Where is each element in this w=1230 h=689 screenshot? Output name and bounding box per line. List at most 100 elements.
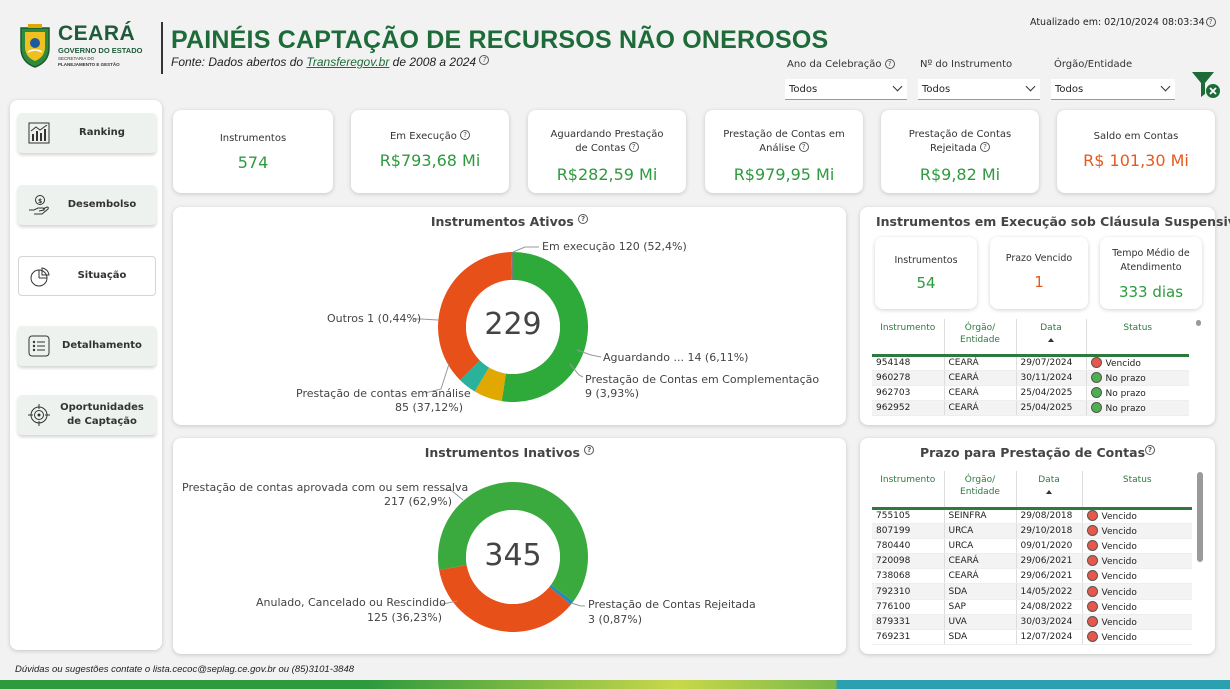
cell-status: Vencido	[1082, 568, 1192, 585]
scrollbar[interactable]	[1197, 472, 1203, 562]
slice-label-aprovada: Prestação de contas aprovada com ou sem …	[182, 481, 469, 494]
table-row[interactable]: 879331 UVA 30/03/2024 Vencido	[872, 614, 1192, 631]
cell-orgao: SDA	[944, 583, 1017, 600]
info-icon[interactable]: ?	[628, 142, 639, 152]
table-row[interactable]: 755105 SEINFRA 29/08/2018 Vencido	[872, 508, 1192, 524]
nav-ranking[interactable]: Ranking	[18, 113, 156, 153]
cell-instrumento: 792310	[872, 583, 945, 600]
cell-status: No prazo	[1086, 370, 1189, 386]
table-row[interactable]: 780440 URCA 09/01/2020 Vencido	[872, 538, 1192, 555]
cell-status: Vencido	[1082, 583, 1192, 600]
status-text: Vencido	[1101, 557, 1137, 568]
logo-sub2: SECRETARIA DO	[58, 56, 95, 61]
kpi-title: Prazo Vencido	[1005, 253, 1073, 264]
source-prefix: Fonte: Dados abertos do	[171, 55, 307, 69]
slice-label-analise-value: 85 (37,12%)	[395, 401, 464, 414]
table-row[interactable]: 769231 SDA 12/07/2024 Vencido	[872, 629, 1192, 646]
cell-instrumento: 960278	[872, 370, 945, 386]
cell-data: 30/11/2024	[1016, 370, 1087, 386]
source-link[interactable]: Transferegov.br	[306, 55, 390, 69]
info-icon[interactable]: ?	[884, 59, 895, 69]
nav-desembolso[interactable]: $ Desembolso	[18, 185, 156, 225]
table-row[interactable]: 960278 CEARÁ 30/11/2024 No prazo	[872, 370, 1189, 386]
table-row[interactable]: 807199 URCA 29/10/2018 Vencido	[872, 523, 1192, 539]
kpi-value: 54	[916, 274, 936, 292]
col-instrumento[interactable]: Instrumento	[872, 471, 945, 508]
table-row[interactable]: 776100 SAP 24/08/2022 Vencido	[872, 599, 1192, 615]
cell-data: 25/04/2025	[1016, 400, 1087, 417]
kpi-title: Instrumentos	[219, 133, 287, 144]
info-icon[interactable]: ?	[460, 130, 471, 140]
col-status[interactable]: Status	[1122, 475, 1152, 485]
info-icon[interactable]: ?	[798, 142, 809, 152]
cell-orgao: CEARÁ	[944, 370, 1017, 386]
col-data[interactable]: Data	[1016, 471, 1083, 508]
cell-data: 24/08/2022	[1016, 599, 1083, 615]
donut-slice-1[interactable]	[474, 367, 506, 402]
donut-slice-0[interactable]	[437, 482, 588, 602]
info-icon[interactable]: ?	[578, 214, 589, 224]
cell-status: Vencido	[1082, 508, 1192, 524]
table-row[interactable]: 962703 CEARÁ 25/04/2025 No prazo	[872, 385, 1189, 402]
info-icon[interactable]: ?	[1145, 445, 1156, 455]
cell-data: 29/06/2021	[1016, 568, 1083, 585]
info-icon[interactable]: ?	[1205, 17, 1216, 27]
table-row[interactable]: 720098 CEARÁ 29/06/2021 Vencido	[872, 553, 1192, 570]
status-overdue-icon	[1086, 524, 1098, 536]
status-text: Vencido	[1101, 633, 1137, 644]
cell-status: Vencido	[1082, 523, 1192, 539]
logo: CEARÁ GOVERNO DO ESTADO SECRETARIA DO PL…	[18, 22, 158, 74]
cell-status: No prazo	[1086, 400, 1189, 417]
scrollbar[interactable]	[1196, 320, 1201, 326]
cell-orgao: UVA	[944, 614, 1017, 631]
filter-instrumento-select[interactable]: Todos	[918, 79, 1040, 100]
cell-orgao: SDA	[944, 629, 1017, 646]
table-row[interactable]: 962952 CEARÁ 25/04/2025 No prazo	[872, 400, 1189, 417]
info-icon[interactable]: ?	[980, 142, 991, 152]
filter-orgao-select[interactable]: Todos	[1051, 79, 1175, 100]
table-row[interactable]: 954148 CEARÁ 29/07/2024 Vencido	[872, 355, 1189, 371]
donut-hole	[466, 280, 560, 374]
panel-instrumentos-inativos: Instrumentos Inativos ? 345 Prestação de…	[173, 438, 846, 654]
kpi-rejeitada: Prestação de Contas Rejeitada ? R$9,82 M…	[881, 110, 1039, 193]
kpi-title: Prestação de Contas em Análise ?	[723, 129, 845, 154]
donut-slice-2[interactable]	[439, 565, 571, 632]
nav-situacao[interactable]: Situação	[18, 256, 156, 296]
filter-instrumento-value: Todos	[922, 84, 951, 95]
slice-label-complementacao-value: 9 (3,93%)	[585, 387, 640, 400]
prazo-table-wrap: Instrumento Órgão/ Entidade Data Status …	[872, 471, 1192, 647]
col-orgao[interactable]: Órgão/ Entidade	[944, 471, 1017, 508]
logo-name: CEARÁ	[58, 22, 136, 45]
cell-instrumento: 807199	[872, 523, 945, 539]
bar-chart-icon	[28, 122, 50, 144]
hand-money-icon: $	[29, 195, 49, 215]
donut-slice-2[interactable]	[460, 360, 490, 392]
table-row[interactable]: 738068 CEARÁ 29/06/2021 Vencido	[872, 568, 1192, 585]
nav-label: Ranking	[79, 127, 125, 138]
status-text: Vencido	[1101, 587, 1137, 598]
col-instrumento[interactable]: Instrumento	[872, 319, 945, 355]
col-status[interactable]: Status	[1123, 323, 1153, 333]
info-icon[interactable]: ?	[584, 445, 595, 455]
donut-slice-0[interactable]	[501, 252, 588, 402]
status-text: Vencido	[1101, 602, 1137, 613]
status-overdue-icon	[1090, 357, 1102, 369]
sort-asc-icon[interactable]	[1046, 490, 1052, 494]
clear-filter-icon[interactable]	[1190, 70, 1224, 100]
col-orgao[interactable]: Órgão/ Entidade	[944, 319, 1017, 355]
slice-label-aguardando: Aguardando ... 14 (6,11%)	[603, 351, 749, 364]
source-suffix: de 2008 a 2024	[389, 55, 477, 69]
donut-slice-4[interactable]	[510, 252, 513, 281]
sort-asc-icon[interactable]	[1048, 338, 1054, 342]
col-data[interactable]: Data	[1016, 319, 1087, 355]
donut-slice-3[interactable]	[438, 252, 512, 381]
table-row[interactable]: 792310 SDA 14/05/2022 Vencido	[872, 583, 1192, 600]
nav-oportunidades[interactable]: Oportunidades de Captação	[18, 395, 156, 435]
info-icon[interactable]: ?	[479, 55, 490, 65]
susp-table: Instrumento Órgão/ Entidade Data Status …	[872, 319, 1189, 417]
filter-orgao-value: Todos	[1055, 84, 1084, 95]
chevron-down-icon	[1025, 81, 1036, 92]
donut-slice-1[interactable]	[549, 584, 574, 605]
filter-ano-select[interactable]: Todos	[785, 79, 907, 100]
nav-detalhamento[interactable]: Detalhamento	[18, 326, 156, 366]
